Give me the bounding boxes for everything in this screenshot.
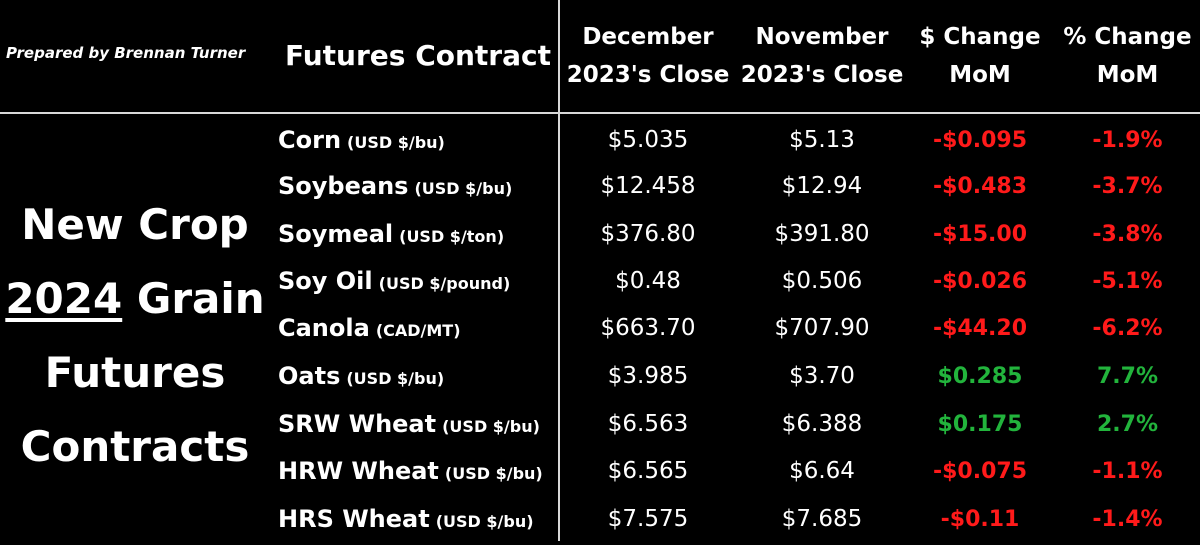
november-close: $6.64 xyxy=(789,458,855,484)
header-divider xyxy=(0,112,1200,114)
december-close: $663.70 xyxy=(600,315,696,341)
contract-name: HRS Wheat (USD $/bu) xyxy=(278,505,534,533)
contract-unit: (USD $/bu) xyxy=(444,464,543,483)
table-row: Soy Oil (USD $/pound) $0.48 $0.506 -$0.026 -5… xyxy=(0,258,1200,305)
november-close: $12.94 xyxy=(781,173,863,199)
table-row: SRW Wheat (USD $/bu) $6.563 $6.388 $0.175 2.7… xyxy=(0,401,1200,448)
table-row: HRW Wheat (USD $/bu) $6.565 $6.64 -$0.075 -1.… xyxy=(0,448,1200,495)
vertical-divider xyxy=(558,0,560,541)
dollar-change: $0.175 xyxy=(937,412,1023,437)
contract-unit: (USD $/pound) xyxy=(378,274,511,293)
percent-change: -1.9% xyxy=(1092,128,1163,153)
november-close: $707.90 xyxy=(774,315,870,341)
table-row: Corn (USD $/bu) $5.035 $5.13 -$0.095 -1.9% xyxy=(0,117,1200,164)
dollar-change: $0.285 xyxy=(937,364,1023,389)
dollar-change: -$0.026 xyxy=(932,269,1028,294)
header-december-close: December 2023's Close xyxy=(566,24,730,88)
percent-change: -5.1% xyxy=(1092,269,1163,294)
december-close: $5.035 xyxy=(607,127,689,153)
percent-change: -6.2% xyxy=(1092,316,1163,341)
december-close: $376.80 xyxy=(600,221,696,247)
table-row: Oats (USD $/bu) $3.985 $3.70 $0.285 7.7% xyxy=(0,353,1200,400)
table-row: Soybeans (USD $/bu) $12.458 $12.94 -$0.483 -3… xyxy=(0,163,1200,210)
november-close: $391.80 xyxy=(774,221,870,247)
november-close: $6.388 xyxy=(781,411,863,437)
contract-name: Soybeans (USD $/bu) xyxy=(278,172,513,200)
december-close: $6.565 xyxy=(607,458,689,484)
november-close: $0.506 xyxy=(781,268,863,294)
header-percent-change: % Change MoM xyxy=(1063,24,1192,88)
percent-change: 7.7% xyxy=(1096,364,1158,389)
side-title-year: 2024 xyxy=(5,274,123,323)
header-futures-contract: Futures Contract xyxy=(285,39,551,72)
percent-change: -3.8% xyxy=(1092,222,1163,247)
dollar-change: -$44.20 xyxy=(932,316,1028,341)
november-close: $7.685 xyxy=(781,506,863,532)
contract-name: HRW Wheat (USD $/bu) xyxy=(278,457,543,485)
percent-change: -3.7% xyxy=(1092,174,1163,199)
table-row: Canola (CAD/MT) $663.70 $707.90 -$44.20 -6.2% xyxy=(0,305,1200,352)
percent-change: 2.7% xyxy=(1096,412,1158,437)
contract-name: Soymeal (USD $/ton) xyxy=(278,220,505,248)
side-title-line1: New Crop xyxy=(21,200,249,249)
december-close: $7.575 xyxy=(607,506,689,532)
dollar-change: -$15.00 xyxy=(932,222,1028,247)
dollar-change: -$0.11 xyxy=(940,507,1020,532)
header-dollar-change: $ Change MoM xyxy=(919,24,1041,88)
november-close: $5.13 xyxy=(789,127,855,153)
contract-unit: (USD $/bu) xyxy=(414,179,513,198)
side-title: New Crop 2024 Grain Futures Contracts xyxy=(0,188,270,484)
contract-unit: (USD $/bu) xyxy=(346,369,445,388)
side-title-line2: 2024 Grain xyxy=(5,274,265,323)
november-close: $3.70 xyxy=(789,363,855,389)
december-close: $6.563 xyxy=(607,411,689,437)
percent-change: -1.1% xyxy=(1092,459,1163,484)
contract-name: Corn (USD $/bu) xyxy=(278,126,445,154)
contract-unit: (CAD/MT) xyxy=(375,321,461,340)
percent-change: -1.4% xyxy=(1092,507,1163,532)
header-november-close: November 2023's Close xyxy=(740,24,904,88)
contract-unit: (USD $/ton) xyxy=(399,227,505,246)
table-row: HRS Wheat (USD $/bu) $7.575 $7.685 -$0.11 -1.… xyxy=(0,496,1200,543)
dollar-change: -$0.483 xyxy=(932,174,1028,199)
dollar-change: -$0.095 xyxy=(932,128,1028,153)
contract-name: Soy Oil (USD $/pound) xyxy=(278,267,511,295)
credit-text: Prepared by Brennan Turner xyxy=(6,44,246,62)
contract-unit: (USD $/bu) xyxy=(442,417,540,436)
dollar-change: -$0.075 xyxy=(932,459,1028,484)
side-title-line4: Contracts xyxy=(20,422,250,471)
table-row: Soymeal (USD $/ton) $376.80 $391.80 -$15.00 -… xyxy=(0,211,1200,258)
contract-unit: (USD $/bu) xyxy=(435,512,534,531)
december-close: $12.458 xyxy=(600,173,696,199)
side-title-line3: Futures xyxy=(44,348,226,397)
contract-unit: (USD $/bu) xyxy=(347,133,445,152)
december-close: $0.48 xyxy=(615,268,681,294)
contract-name: SRW Wheat (USD $/bu) xyxy=(278,410,540,438)
december-close: $3.985 xyxy=(607,363,689,389)
contract-name: Canola (CAD/MT) xyxy=(278,314,461,342)
contract-name: Oats (USD $/bu) xyxy=(278,362,445,390)
